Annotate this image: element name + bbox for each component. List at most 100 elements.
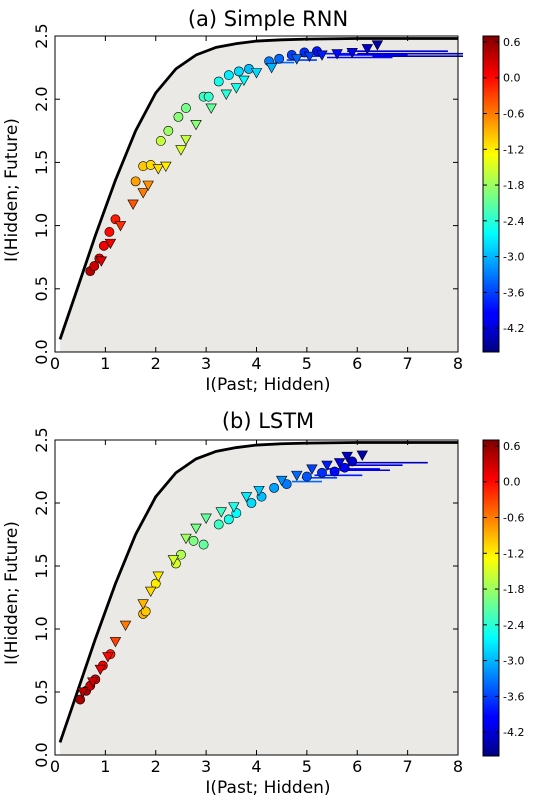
triangle-point — [291, 54, 303, 65]
triangle-point — [137, 188, 149, 199]
colorbar-tick-label: -3.6 — [503, 690, 524, 703]
triangle-point — [238, 75, 250, 87]
triangle-point — [228, 502, 240, 513]
x-tick-label: 6 — [352, 757, 362, 776]
circle-point — [246, 498, 257, 508]
panel-simple-rnn: (a) Simple RNN I(Past; Hidden) I(Hidden;… — [2, 7, 463, 395]
x-tick-label: 3 — [201, 757, 211, 776]
colorbar-b: 0.6 0.0 -0.6 -1.2 -1.8 -2.4 -3.0 -3.6 -4.2 — [482, 439, 524, 757]
triangle-point — [109, 637, 122, 648]
colorbar-tick-label: -3.0 — [503, 251, 524, 264]
x-tick-label: 1 — [100, 354, 110, 373]
circle-point — [188, 535, 199, 546]
triangle-point — [356, 450, 368, 461]
triangle-point — [119, 620, 132, 632]
colorbar-a: 0.6 0.0 -0.6 -1.2 -1.8 -2.4 -3.0 -3.6 -4.2 — [482, 35, 524, 353]
x-tick-label: 0 — [50, 757, 60, 776]
y-tick-label: 2.0 — [32, 86, 51, 111]
triangle-point — [94, 664, 107, 676]
circle-point — [163, 125, 174, 136]
y-tick-label: 0.0 — [32, 742, 51, 767]
circle-point — [269, 482, 280, 493]
triangle-point — [303, 51, 316, 63]
x-tick-label: 6 — [352, 354, 362, 373]
colorbar-tick-label: -0.6 — [503, 512, 524, 525]
triangle-point — [230, 83, 243, 94]
x-tick-label: 4 — [251, 757, 261, 776]
colorbar-tick-label: -1.2 — [503, 547, 524, 560]
triangle-point — [142, 180, 154, 191]
triangle-point — [127, 199, 139, 210]
x-tick-label: 8 — [453, 757, 463, 776]
triangle-point — [250, 68, 263, 79]
colorbar-tick-label: -2.4 — [503, 215, 524, 228]
circle-point — [203, 91, 214, 102]
circle-point — [104, 227, 115, 237]
colorbar-tick-label: 0.6 — [503, 36, 521, 49]
colorbar-tick-label: -1.8 — [503, 179, 524, 192]
triangle-point — [180, 533, 192, 545]
colorbar-tick-label: -3.0 — [503, 655, 524, 668]
triangle-point — [265, 63, 278, 74]
x-tick-label: 1 — [100, 757, 110, 776]
feasible-region — [60, 38, 458, 352]
triangle-point — [275, 475, 288, 487]
triangle-point — [102, 652, 114, 663]
triangle-point — [306, 464, 318, 475]
triangle-point — [291, 470, 303, 482]
triangle-point — [371, 40, 384, 51]
triangle-point — [190, 120, 202, 131]
x-tick-label: 5 — [302, 757, 312, 776]
colorbar-tick-label: -1.2 — [503, 143, 524, 156]
circle-point — [233, 66, 244, 77]
colorbar-tick-label: -0.6 — [503, 108, 524, 121]
triangle-point — [316, 50, 328, 61]
triangle-point — [114, 221, 127, 232]
colorbar-tick-label: 0.0 — [503, 72, 521, 85]
triangle-point — [180, 135, 192, 146]
triangle-point — [152, 571, 164, 582]
triangle-point — [175, 145, 187, 156]
bound-curve — [58, 441, 458, 743]
triangle-point — [253, 485, 265, 497]
x-tick-label: 5 — [302, 354, 312, 373]
y-tick-label: 2.5 — [32, 427, 51, 452]
circle-point — [155, 136, 166, 146]
y-tick-label: 1.0 — [32, 616, 51, 641]
colorbar-gradient — [482, 439, 500, 757]
x-tick-label: 2 — [151, 354, 161, 373]
circle-point — [223, 514, 234, 525]
triangle-point — [95, 256, 108, 267]
triangle-point — [205, 103, 217, 114]
x-tick-label: 8 — [453, 354, 463, 373]
triangle-point — [200, 513, 212, 524]
y-tick-label: 2.5 — [32, 23, 51, 48]
circle-point — [173, 111, 184, 122]
panel-lstm: (b) LSTM I(Past; Hidden) I(Hidden; Futur… — [2, 409, 463, 798]
y-tick-label: 1.5 — [32, 150, 51, 175]
triangle-point — [341, 451, 353, 463]
x-tick-label: 3 — [201, 354, 211, 373]
chart-title: (b) LSTM — [222, 409, 314, 433]
circle-point — [301, 471, 312, 482]
triangle-point — [321, 460, 333, 472]
colorbar-tick-label: 0.0 — [503, 476, 521, 489]
x-tick-label: 7 — [403, 354, 413, 373]
x-axis-label: I(Past; Hidden) — [205, 778, 330, 798]
circle-point — [98, 240, 109, 251]
colorbar-tick-label: -3.6 — [503, 286, 524, 299]
triangle-point — [190, 523, 202, 535]
y-tick-label: 0.5 — [32, 679, 51, 704]
circle-point — [213, 519, 224, 530]
colorbar-gradient — [482, 35, 500, 353]
triangle-point — [87, 677, 99, 688]
circle-point — [181, 103, 191, 113]
triangle-point — [167, 555, 180, 566]
y-tick-label: 0.0 — [32, 339, 51, 364]
triangle-point — [104, 238, 117, 250]
triangle-point — [215, 507, 227, 518]
triangle-point — [76, 687, 89, 698]
x-axis-label: I(Past; Hidden) — [205, 375, 330, 395]
triangle-point — [333, 458, 346, 469]
